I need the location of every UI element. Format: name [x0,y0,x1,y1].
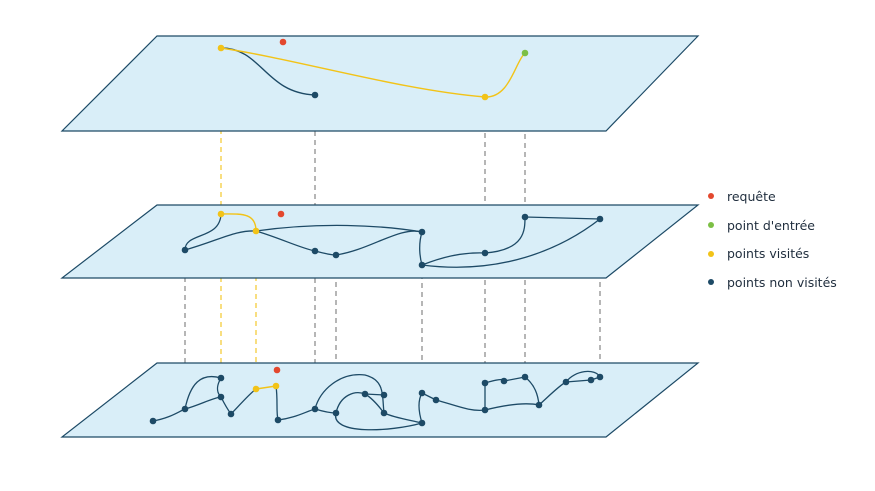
query-point [279,38,287,46]
query-point [277,210,285,218]
unvisited-point [521,373,529,381]
unvisited-point [311,91,319,99]
legend: requête point d'entrée points visités po… [708,182,837,297]
unvisited-point [217,393,225,401]
unvisited-point [274,416,282,424]
unvisited-point [149,417,157,425]
unvisited-point [311,405,319,413]
edge [421,252,486,266]
layer-bottom [60,362,700,438]
edge [565,379,592,383]
legend-label: point d'entrée [727,217,815,233]
unvisited-point [500,377,508,385]
visited-point [217,210,225,218]
edge [484,403,540,411]
unvisited-point [418,419,426,427]
edge [335,230,423,256]
unvisited-point [332,409,340,417]
plane-top [60,35,700,132]
unvisited-point [596,215,604,223]
legend-label: requête [727,188,776,204]
unvisited-point [535,401,543,409]
green-dot-icon [708,222,714,229]
edge [421,218,601,268]
visited-point [252,385,260,393]
edge [184,375,222,410]
navy-dot-icon [708,279,714,286]
visited-point [252,227,260,235]
layer-top [60,35,700,132]
unvisited-point [361,390,369,398]
visited-point [481,93,489,101]
unvisited-point [418,389,426,397]
edge [484,216,526,254]
unvisited-point [596,373,604,381]
red-dot-icon [708,193,714,200]
unvisited-point [332,251,340,259]
visited-path [220,213,257,232]
unvisited-point [217,374,225,382]
edge [335,412,423,431]
visited-point [272,382,280,390]
edge [184,230,257,251]
visited-point [217,44,225,52]
layer-middle [60,204,700,279]
unvisited-point [181,246,189,254]
edge [503,376,526,382]
unvisited-point [587,376,595,384]
unvisited-point [432,396,440,404]
edge [184,213,222,251]
legend-item-query: requête [708,182,837,211]
edge [255,230,316,252]
visited-path [220,47,526,98]
unvisited-point [380,409,388,417]
edge [435,399,486,411]
legend-item-entry-point: point d'entrée [708,211,837,240]
edge [255,224,423,233]
legend-label: points visités [727,246,810,262]
query-point [273,366,281,374]
yellow-dot-icon [708,250,714,257]
unvisited-point [481,406,489,414]
unvisited-point [562,378,570,386]
unvisited-point [311,247,319,255]
unvisited-point [227,410,235,418]
edge [524,216,601,220]
unvisited-point [418,228,426,236]
unvisited-point [181,405,189,413]
legend-label: points non visités [727,274,837,290]
legend-item-unvisited: points non visités [708,268,837,297]
plane-bottom [60,362,700,438]
unvisited-point [380,391,388,399]
entry-point [521,49,529,57]
unvisited-point [418,261,426,269]
unvisited-point [481,379,489,387]
legend-item-visited: points visités [708,239,837,268]
unvisited-point [521,213,529,221]
unvisited-point [481,249,489,257]
visited-path [255,385,277,390]
